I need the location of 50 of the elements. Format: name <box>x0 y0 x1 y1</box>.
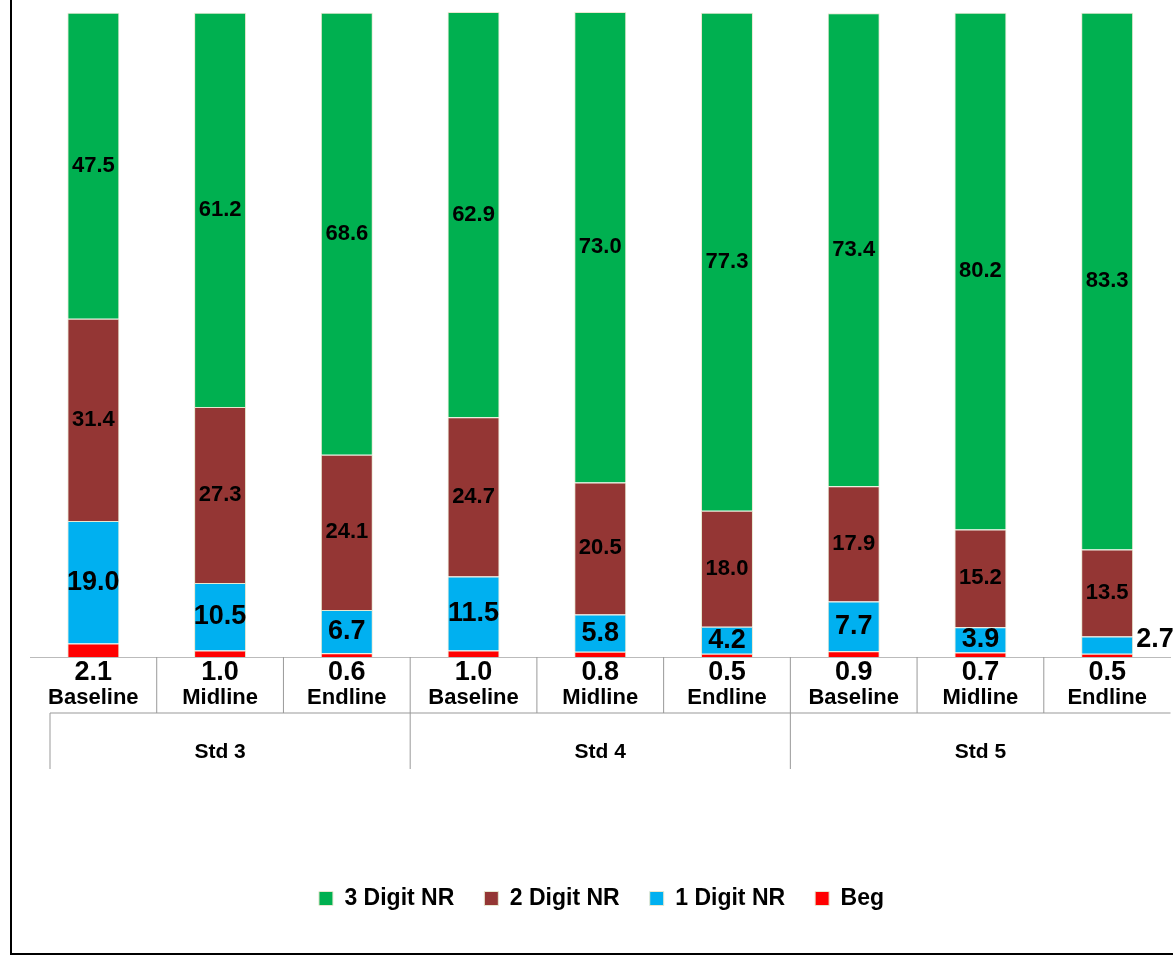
data-label: 15.2 <box>959 564 1002 590</box>
data-label: 2.1 <box>74 655 113 686</box>
x-tick-label: Baseline <box>428 684 519 710</box>
data-label: 4.2 <box>708 623 746 654</box>
data-label: 68.6 <box>325 219 369 245</box>
data-label: 0.6 <box>328 655 366 686</box>
data-label: 77.3 <box>705 247 749 273</box>
x-tick-label: Endline <box>1067 684 1147 710</box>
legend-label: 1 Digit NR <box>675 883 786 910</box>
data-label: 1.0 <box>201 655 239 686</box>
data-label: 47.5 <box>71 151 115 177</box>
legend-label: Beg <box>840 883 885 910</box>
data-label: 20.5 <box>578 534 622 560</box>
text: Std 3 <box>194 738 246 762</box>
data-label: 7.7 <box>834 609 873 640</box>
data-label: 73.0 <box>578 233 622 259</box>
data-label: 0.5 <box>708 655 746 686</box>
data-label: 1.0 <box>454 655 493 686</box>
legend-label: 2 Digit NR <box>509 883 621 910</box>
data-label: 17.9 <box>832 529 876 555</box>
data-label: 61.2 <box>198 195 242 221</box>
data-label: 0.5 <box>1088 655 1126 686</box>
data-label: 18.0 <box>705 554 749 580</box>
data-label: 0.7 <box>961 655 1000 686</box>
data-label: 11.5 <box>448 596 500 627</box>
x-tick-label: Baseline <box>48 684 139 710</box>
data-label: 13.5 <box>1085 578 1129 604</box>
text: Std 4 <box>574 738 627 762</box>
text: Std 5 <box>954 738 1007 762</box>
x-tick-label: Midline <box>182 684 258 710</box>
data-label: 0.8 <box>581 655 620 686</box>
data-label: 5.8 <box>581 616 620 647</box>
data-label: 2.7 <box>1136 622 1174 653</box>
data-label: 31.4 <box>71 405 116 431</box>
x-tick-label: Endline <box>307 684 387 710</box>
data-label: 6.7 <box>328 615 366 645</box>
x-tick-label: Endline <box>687 684 767 710</box>
data-label: 0.9 <box>834 655 873 686</box>
x-tick-label: Baseline <box>808 684 899 710</box>
data-label: 27.3 <box>198 481 242 507</box>
data-label: 83.3 <box>1085 267 1129 293</box>
data-label: 24.7 <box>452 482 495 508</box>
data-label: 3.9 <box>961 623 1000 654</box>
data-label: 73.4 <box>832 235 876 261</box>
x-tick-label: Midline <box>562 684 639 710</box>
x-tick-label: Midline <box>942 684 1019 710</box>
data-label: 80.2 <box>959 257 1002 283</box>
data-label: 62.9 <box>452 200 495 226</box>
legend-label: 3 Digit NR <box>344 883 455 910</box>
data-label: 24.1 <box>325 518 369 544</box>
